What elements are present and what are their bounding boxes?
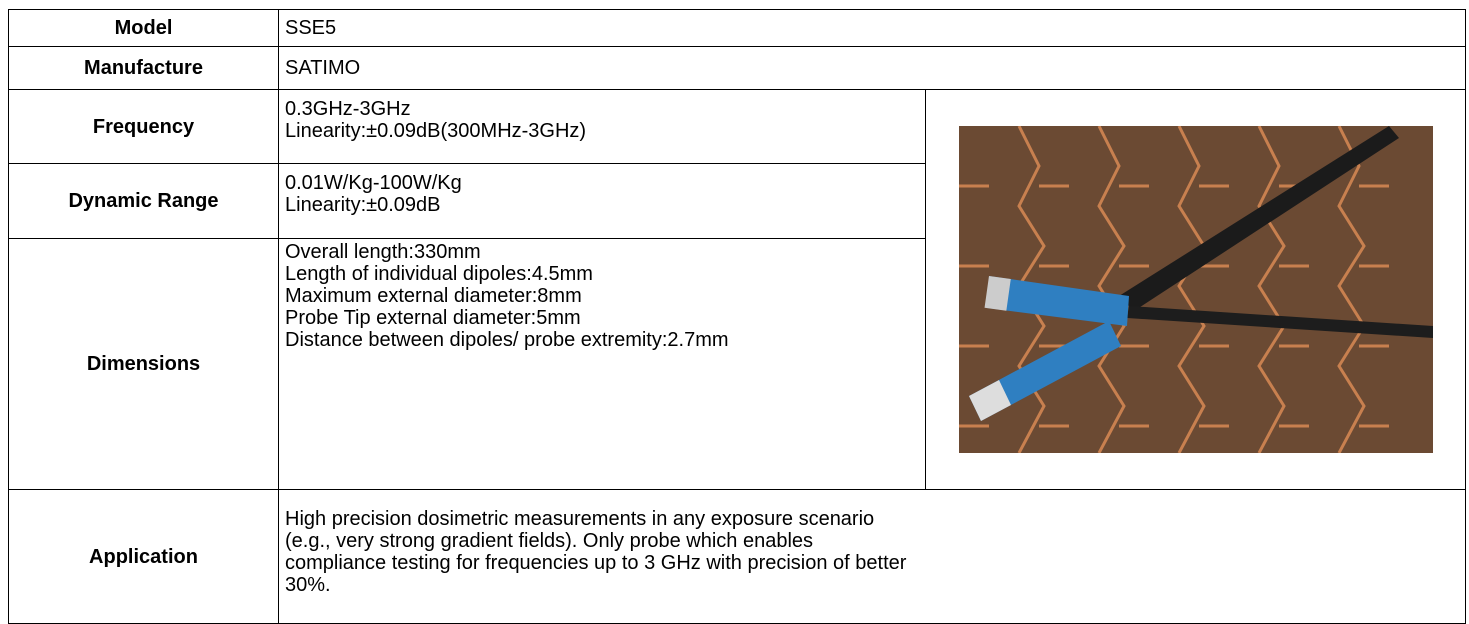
text-line: High precision dosimetric measurements i…	[285, 508, 1465, 530]
text-line: Distance between dipoles/ probe extremit…	[285, 329, 925, 351]
text-line: Probe Tip external diameter:5mm	[285, 307, 925, 329]
row: Application High precision dosimetric me…	[9, 490, 1466, 624]
value: SSE5	[279, 10, 1466, 47]
text-line: Length of individual dipoles:4.5mm	[285, 263, 925, 285]
text-line: compliance testing for frequencies up to…	[285, 552, 1465, 574]
label: Dimensions	[9, 239, 279, 490]
value: Overall length:330mm Length of individua…	[279, 239, 926, 490]
label: Application	[9, 490, 279, 624]
row: Manufacture SATIMO	[9, 47, 1466, 90]
text-line: (e.g., very strong gradient fields). Onl…	[285, 530, 1465, 552]
text-line: Linearity:±0.09dB(300MHz-3GHz)	[285, 120, 925, 142]
label: Frequency	[9, 90, 279, 164]
text-line: Linearity:±0.09dB	[285, 194, 925, 216]
text-line: SATIMO	[285, 57, 1465, 79]
value: 0.01W/Kg-100W/Kg Linearity:±0.09dB	[279, 164, 926, 239]
label: Manufacture	[9, 47, 279, 90]
value: 0.3GHz-3GHz Linearity:±0.09dB(300MHz-3GH…	[279, 90, 926, 164]
text-line: SSE5	[285, 17, 1465, 39]
probe-photo	[959, 126, 1433, 453]
text-line: Overall length:330mm	[285, 241, 925, 263]
spec-table: Model SSE5 Manufacture SATIMO Frequency …	[8, 9, 1466, 624]
value: SATIMO	[279, 47, 1466, 90]
text-line: Maximum external diameter:8mm	[285, 285, 925, 307]
image-cell	[926, 90, 1466, 490]
value: High precision dosimetric measurements i…	[279, 490, 1466, 624]
row: Frequency 0.3GHz-3GHz Linearity:±0.09dB(…	[9, 90, 1466, 164]
label: Model	[9, 10, 279, 47]
row: Model SSE5	[9, 10, 1466, 47]
text-line: 0.3GHz-3GHz	[285, 98, 925, 120]
page: Model SSE5 Manufacture SATIMO Frequency …	[0, 0, 1469, 623]
text-line: 0.01W/Kg-100W/Kg	[285, 172, 925, 194]
label: Dynamic Range	[9, 164, 279, 239]
text-line: 30%.	[285, 574, 1465, 596]
